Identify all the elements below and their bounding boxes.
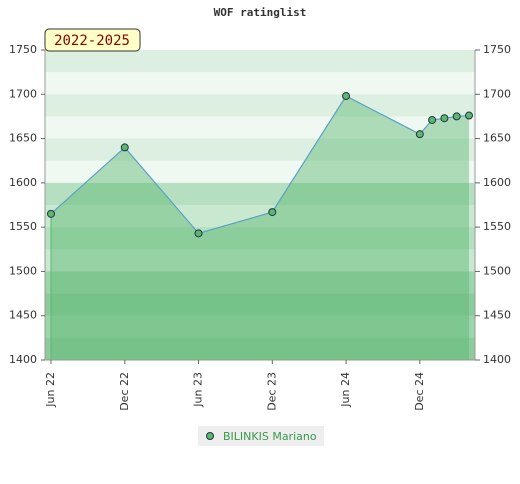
x-tick-label: Jun 22 bbox=[44, 372, 57, 408]
y-tick-label: 1550 bbox=[9, 220, 37, 233]
y2-tick-label: 1500 bbox=[483, 264, 511, 277]
band bbox=[45, 249, 475, 272]
y2-tick-label: 1700 bbox=[483, 87, 511, 100]
y-tick-label: 1500 bbox=[9, 264, 37, 277]
y2-tick-label: 1750 bbox=[483, 43, 511, 56]
marker bbox=[342, 92, 351, 101]
legend-box bbox=[198, 426, 324, 446]
area bbox=[51, 96, 469, 361]
y2-tick-label: 1550 bbox=[483, 220, 511, 233]
badge: 2022-2025 bbox=[54, 33, 130, 49]
band bbox=[45, 72, 475, 95]
band bbox=[45, 315, 475, 339]
marker bbox=[120, 143, 129, 152]
band bbox=[45, 50, 475, 73]
y2-tick-label: 1650 bbox=[483, 132, 511, 145]
chart-title: WOF ratinglist bbox=[214, 6, 307, 19]
y2-tick-label: 1400 bbox=[483, 353, 511, 366]
band bbox=[45, 271, 475, 295]
y-tick-label: 1400 bbox=[9, 353, 37, 366]
marker bbox=[428, 115, 437, 124]
marker bbox=[47, 209, 55, 218]
x-tick-label: Jun 24 bbox=[339, 372, 352, 408]
band bbox=[45, 205, 475, 228]
legend-label: BILINKIS Mariano bbox=[223, 430, 317, 443]
x-tick-label: Dec 22 bbox=[118, 372, 131, 411]
band bbox=[45, 94, 475, 117]
y-tick-label: 1700 bbox=[9, 87, 37, 100]
band bbox=[45, 227, 475, 250]
badge-box bbox=[44, 28, 141, 52]
y-tick-label: 1650 bbox=[9, 132, 37, 145]
band bbox=[45, 293, 475, 317]
marker bbox=[194, 229, 203, 238]
band bbox=[45, 138, 475, 162]
marker bbox=[268, 208, 277, 217]
band bbox=[45, 337, 475, 361]
legend-marker bbox=[206, 432, 214, 440]
line bbox=[50, 95, 470, 235]
y2-tick-label: 1450 bbox=[483, 309, 511, 322]
band bbox=[45, 160, 475, 184]
marker bbox=[465, 111, 473, 120]
y2-tick-label: 1600 bbox=[483, 176, 511, 189]
marker bbox=[440, 114, 449, 123]
marker bbox=[415, 130, 424, 139]
y-tick-label: 1450 bbox=[9, 309, 37, 322]
x-tick-label: Dec 24 bbox=[413, 372, 426, 411]
marker bbox=[452, 112, 461, 121]
band bbox=[45, 116, 475, 140]
y-tick-label: 1600 bbox=[9, 176, 37, 189]
band bbox=[45, 182, 475, 206]
y-tick-label: 1750 bbox=[9, 43, 37, 56]
x-tick-label: Jun 23 bbox=[192, 372, 205, 408]
x-tick-label: Dec 23 bbox=[265, 372, 278, 411]
